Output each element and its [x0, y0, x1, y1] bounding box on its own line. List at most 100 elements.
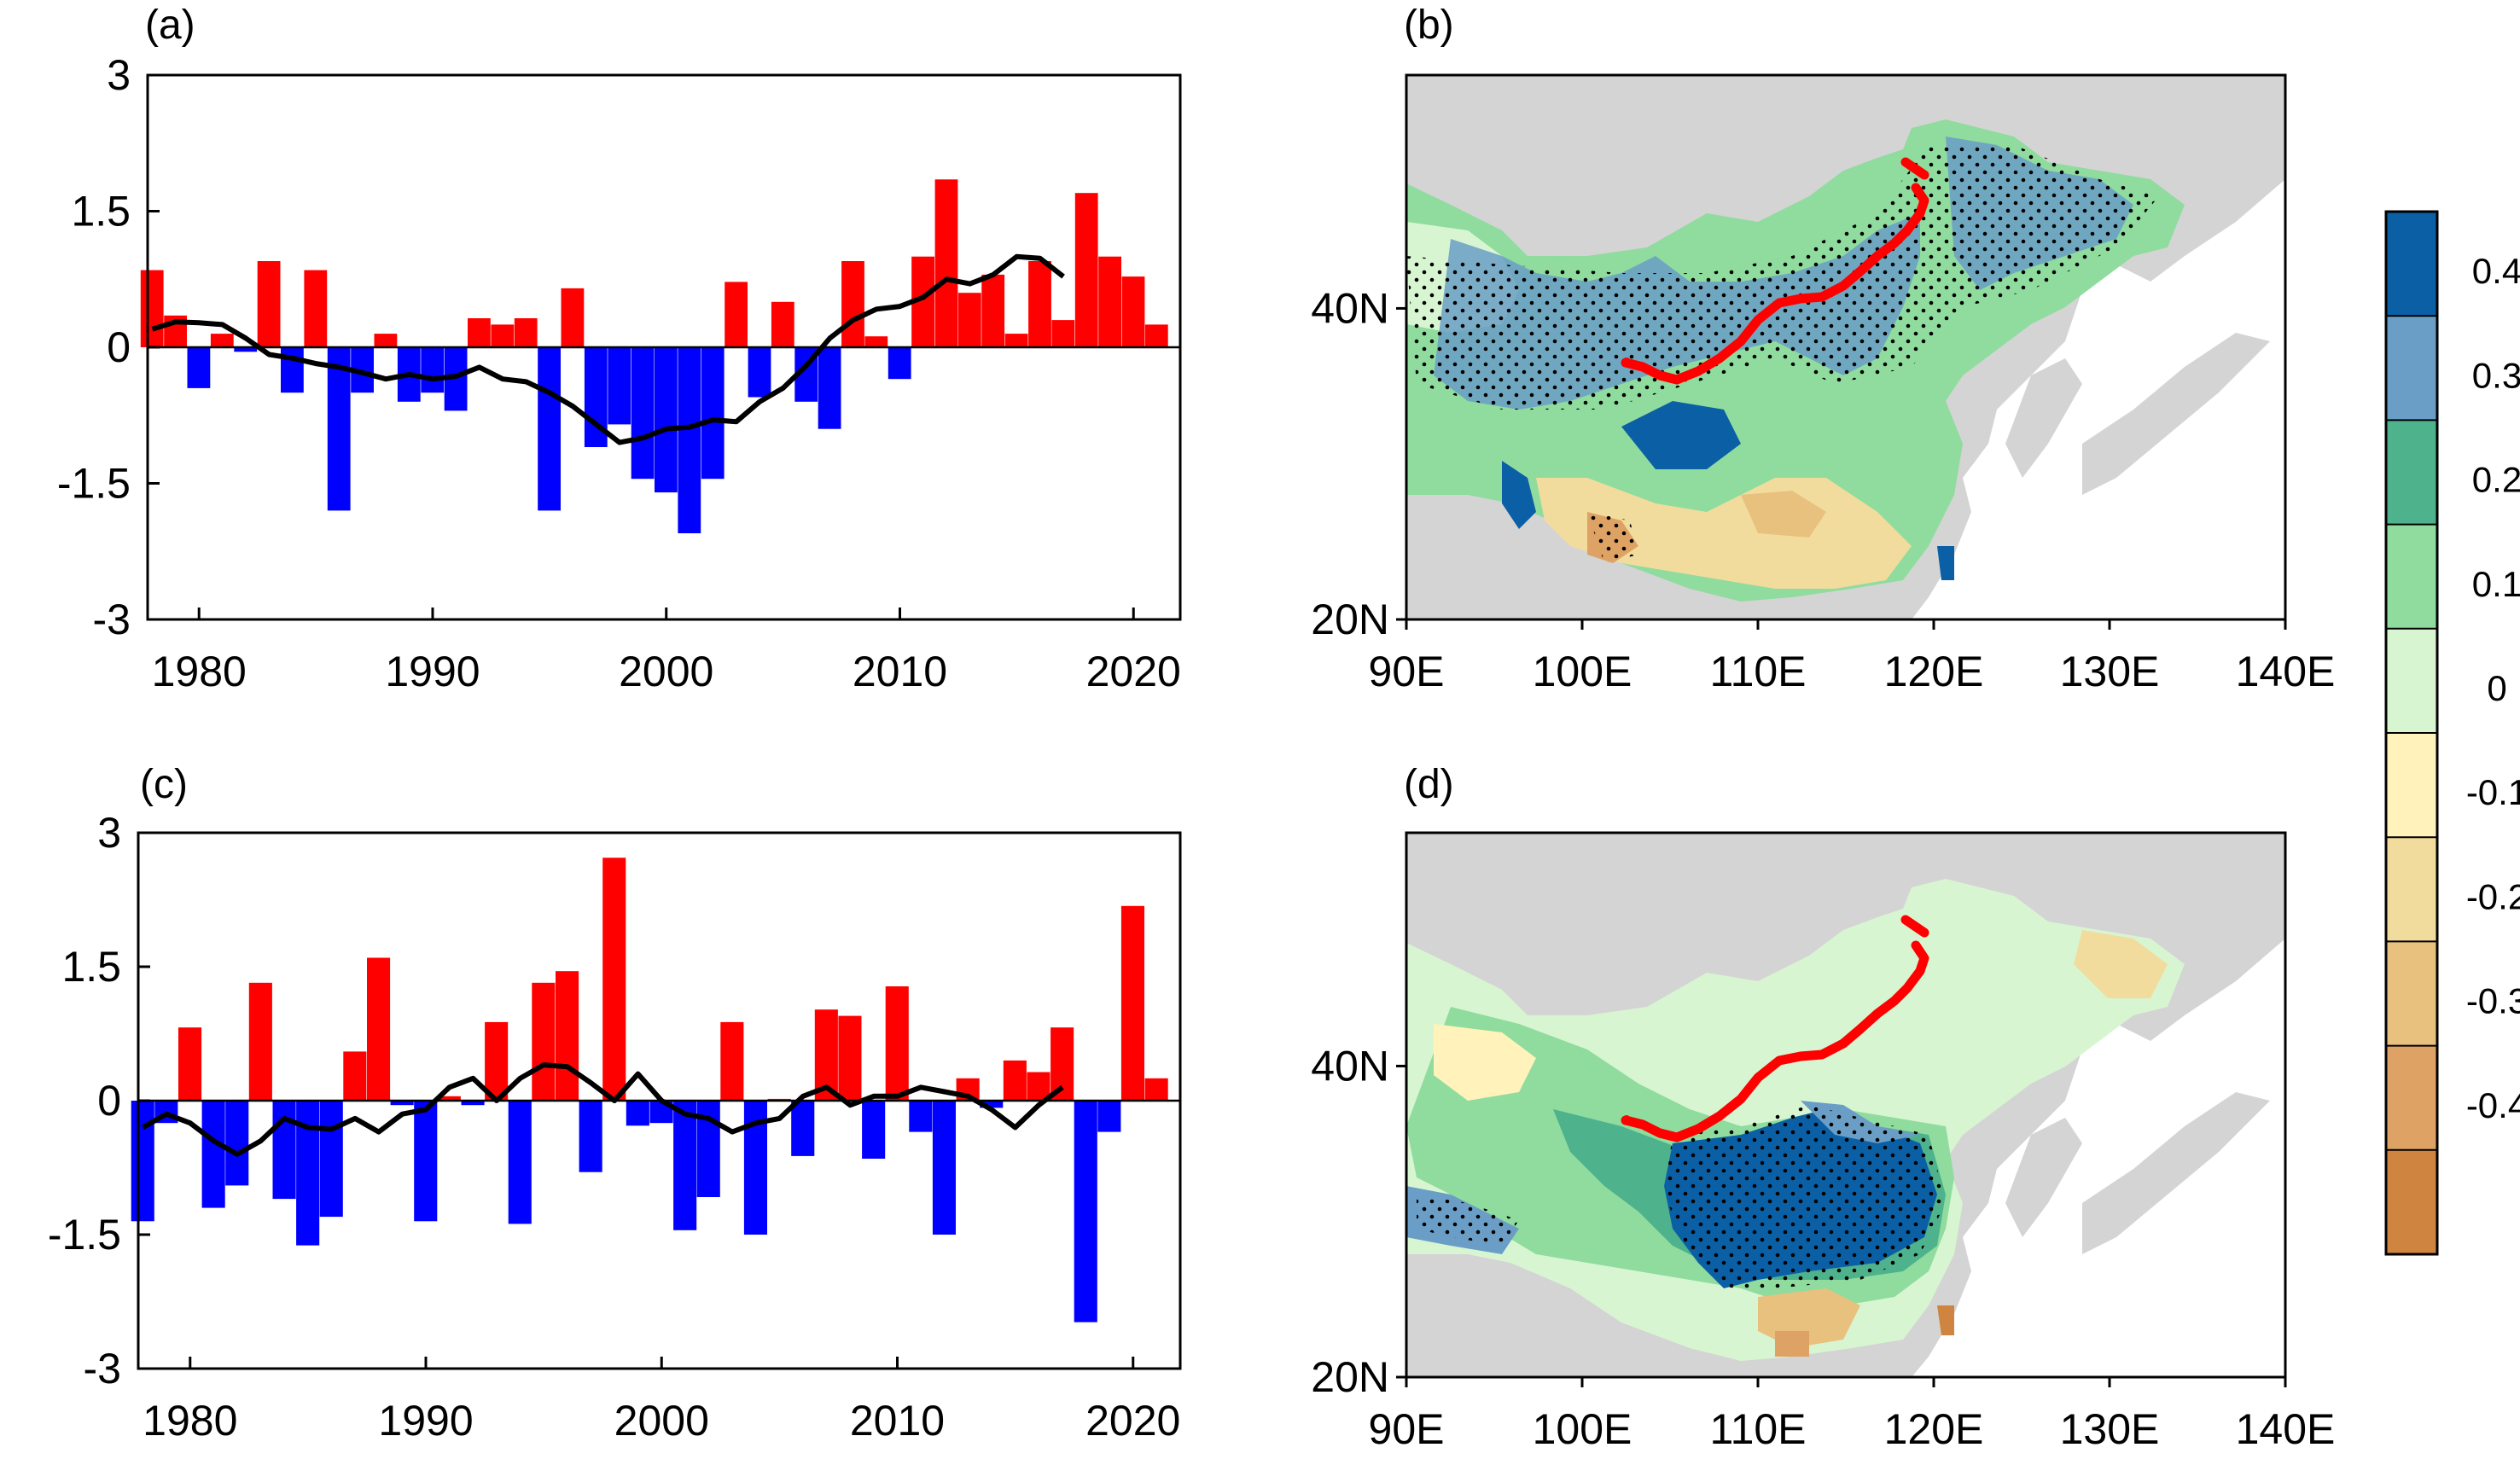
- bar-1993: [485, 1021, 509, 1101]
- lon-tick-label: 100E: [1533, 648, 1632, 695]
- bar-2015: [1003, 1060, 1027, 1101]
- bar-2010: [888, 347, 911, 380]
- lat-tick-label: 40N: [1311, 1042, 1389, 1090]
- bar-2008: [838, 1015, 862, 1101]
- bar-2009: [864, 336, 888, 347]
- red-boundary-line: [1621, 183, 1929, 385]
- x-tick-label: 2010: [850, 1397, 945, 1445]
- bar-1981: [201, 1101, 225, 1208]
- x-tick-label: 2010: [853, 648, 947, 695]
- stippling-west: [1417, 1195, 1519, 1246]
- bar-1982: [225, 1101, 249, 1186]
- x-tick-label: 2000: [619, 648, 713, 695]
- lon-tick-label: 90E: [1369, 1405, 1445, 1453]
- x-tick-label: 1980: [152, 648, 247, 695]
- lat-tick-label: 40N: [1311, 284, 1389, 332]
- x-tick-label: 1990: [378, 1397, 473, 1445]
- bar-1988: [374, 334, 398, 347]
- bar-1992: [461, 1101, 485, 1106]
- bar-2003: [725, 282, 748, 347]
- panel-b-frame: [1405, 73, 2287, 621]
- panel-a: (a) 3 1.5 0 -1.5 -3 1980 1990 2000 2010 2020: [57, 3, 1182, 695]
- bar-2015: [1004, 334, 1028, 347]
- bar-2018: [1074, 193, 1098, 347]
- bar-1987: [343, 1051, 367, 1101]
- colorbar-label: 0.2: [2472, 460, 2520, 500]
- korea-landmass: [2005, 358, 2082, 478]
- bar-2014: [981, 274, 1005, 347]
- bar-2012: [932, 1101, 956, 1235]
- bar-2017: [1051, 320, 1075, 347]
- lat-tick-label: 20N: [1311, 1353, 1389, 1401]
- bar-1982: [234, 347, 258, 352]
- field-tan-northeast: [2074, 930, 2168, 998]
- lon-tick-label: 90E: [1369, 648, 1445, 695]
- panel-d-label: (d): [1404, 762, 1454, 807]
- stippling-region: [1664, 1105, 1946, 1288]
- x-tick-label: 2020: [1086, 648, 1181, 695]
- bar-2019: [1097, 1101, 1121, 1132]
- bar-2021: [1144, 1078, 1168, 1101]
- korea-landmass: [2005, 1118, 2082, 1237]
- field-brown-2: [1741, 491, 1826, 538]
- colorbar-swatch: [2386, 941, 2437, 1047]
- bar-1989: [390, 1101, 414, 1106]
- x-tick-label: 2020: [1085, 1397, 1180, 1445]
- y-tick-label: 3: [107, 51, 131, 99]
- bar-2018: [1074, 1101, 1097, 1323]
- bar-1991: [437, 1096, 461, 1101]
- y-tick-label: -3: [84, 1345, 121, 1392]
- bar-2020: [1120, 905, 1144, 1101]
- panel-c: (c) 3 1.5 0 -1.5 -3 1980 1990 2000 2010 2020: [48, 762, 1182, 1445]
- field-tan-south: [1536, 478, 1912, 589]
- panel-d-axes: 90E 100E 110E 120E 130E 140E 20N 40N: [1311, 1042, 2335, 1453]
- colorbar-label: 0.1: [2472, 564, 2520, 604]
- panel-c-running-mean: [142, 1062, 1064, 1157]
- colorbar-swatch: [2386, 420, 2437, 526]
- panel-a-frame: [146, 73, 1182, 621]
- panel-c-label: (c): [140, 762, 188, 807]
- stippling-small: [1587, 512, 1638, 563]
- bar-1997: [579, 1101, 602, 1172]
- panel-b-axes: 90E 100E 110E 120E 130E 140E 20N 40N: [1311, 284, 2335, 695]
- red-line-start-dot: [1622, 1115, 1631, 1124]
- bar-2007: [818, 347, 841, 429]
- bar-1983: [257, 261, 281, 347]
- bar-1998: [608, 347, 631, 425]
- bar-2002: [701, 347, 725, 480]
- bar-2013: [957, 293, 981, 347]
- lon-tick-label: 120E: [1884, 1405, 1984, 1453]
- lon-tick-label: 140E: [2236, 648, 2336, 695]
- japan-landmass: [2082, 333, 2270, 495]
- panel-a-label: (a): [145, 3, 195, 48]
- colorbar-label: -0.4: [2466, 1085, 2520, 1125]
- bar-1983: [248, 982, 272, 1101]
- panel-b-label: (b): [1404, 3, 1454, 48]
- running-mean-line: [142, 1062, 1064, 1157]
- colorbar-swatch: [2386, 1149, 2437, 1255]
- bar-2021: [1144, 324, 1168, 347]
- y-tick-label: 1.5: [61, 943, 121, 991]
- bar-1990: [421, 347, 445, 393]
- bar-2016: [1027, 1072, 1050, 1101]
- bar-2014: [980, 1101, 1004, 1108]
- bar-1985: [304, 270, 328, 347]
- red-boundary-line-north: [1900, 915, 1929, 938]
- bar-1995: [532, 982, 556, 1101]
- bar-2005: [771, 301, 794, 347]
- panel-c-frame: [137, 831, 1182, 1370]
- y-tick-label: 1.5: [71, 188, 131, 235]
- red-boundary-line-north: [1900, 157, 1929, 180]
- bar-2016: [1028, 261, 1051, 347]
- stippling-region: [1406, 145, 2159, 410]
- bar-2019: [1098, 256, 1121, 347]
- bar-1990: [414, 1101, 438, 1222]
- field-dark-blue-west: [1502, 461, 1536, 529]
- panel-c-y-axis: 3 1.5 0 -1.5 -3: [48, 809, 150, 1392]
- colorbar-label: -0.2: [2466, 876, 2520, 916]
- panel-b: (b) 90E 100E 110E 120E 130E 14: [1311, 3, 2335, 695]
- lat-tick-label: 20N: [1311, 596, 1389, 643]
- panel-c-x-axis: 1980 1990 2000 2010 2020: [143, 1357, 1180, 1445]
